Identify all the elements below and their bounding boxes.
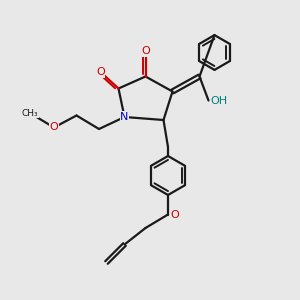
Text: N: N [120,112,129,122]
Text: CH₃: CH₃ [22,109,38,118]
Text: O: O [141,46,150,56]
Text: O: O [96,67,105,77]
Text: OH: OH [210,95,228,106]
Text: O: O [170,209,179,220]
Text: O: O [50,122,58,133]
